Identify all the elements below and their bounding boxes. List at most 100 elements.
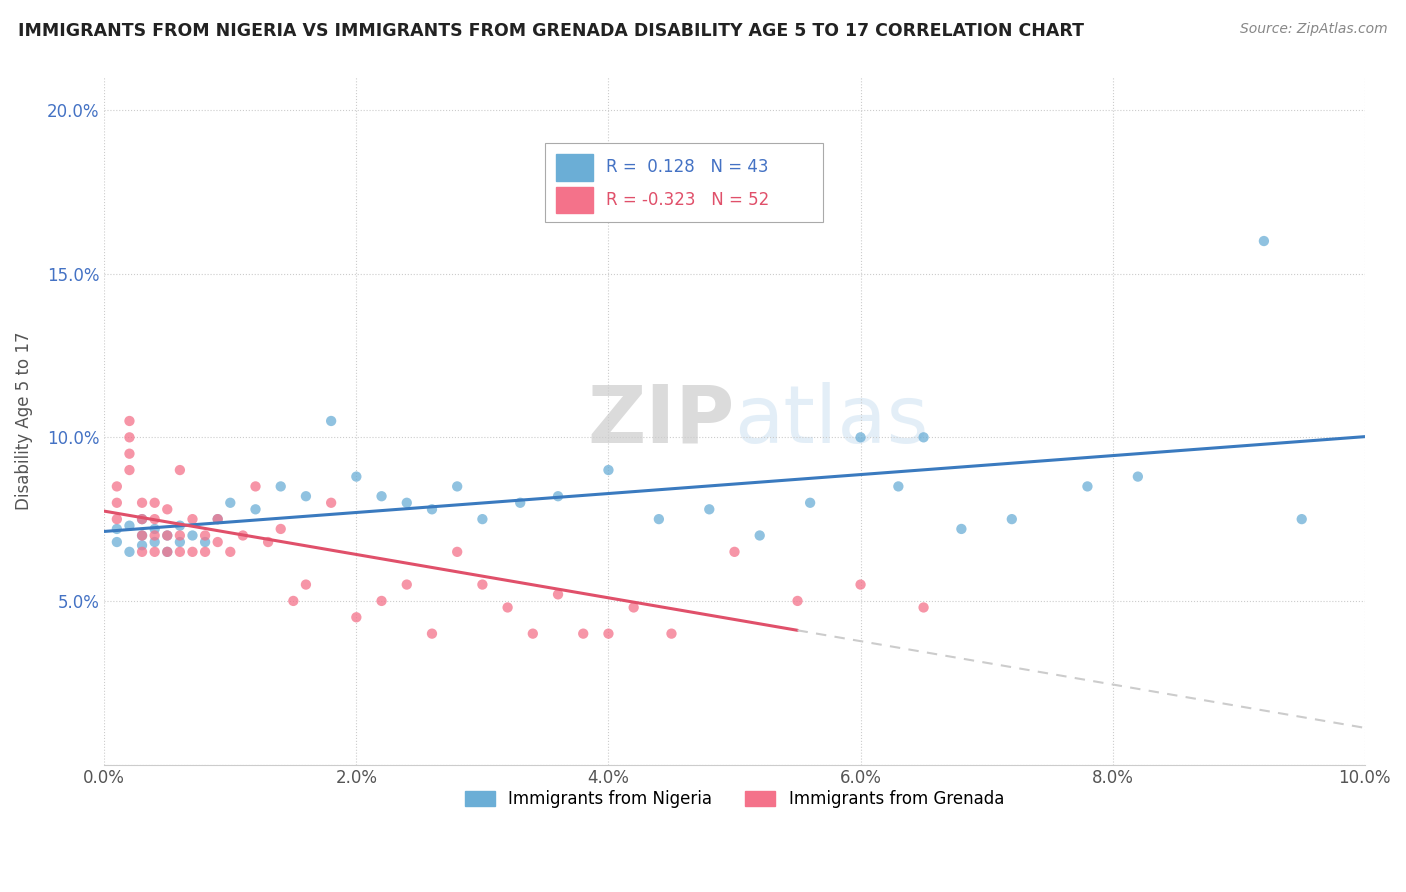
Point — [295, 577, 318, 591]
Point — [344, 610, 367, 624]
Point — [321, 414, 343, 428]
Point — [661, 626, 683, 640]
Point — [471, 512, 494, 526]
Point — [118, 545, 141, 559]
Point — [950, 522, 973, 536]
Point — [131, 528, 153, 542]
Point — [912, 600, 935, 615]
Bar — [555, 154, 593, 180]
Point — [143, 496, 166, 510]
Point — [420, 502, 443, 516]
Point — [799, 496, 821, 510]
Point — [118, 447, 141, 461]
Point — [169, 535, 191, 549]
Point — [169, 545, 191, 559]
Point — [181, 528, 204, 542]
Legend: Immigrants from Nigeria, Immigrants from Grenada: Immigrants from Nigeria, Immigrants from… — [458, 783, 1011, 814]
Point — [156, 545, 179, 559]
Point — [194, 545, 217, 559]
Point — [1001, 512, 1024, 526]
Point — [169, 518, 191, 533]
Point — [395, 496, 418, 510]
Point — [496, 600, 519, 615]
Text: R =  0.128   N = 43: R = 0.128 N = 43 — [606, 159, 769, 177]
Point — [370, 594, 392, 608]
Bar — [555, 187, 593, 213]
Point — [156, 502, 179, 516]
Point — [786, 594, 808, 608]
Point — [118, 463, 141, 477]
Point — [219, 545, 242, 559]
Point — [131, 512, 153, 526]
Point — [207, 512, 229, 526]
Point — [131, 538, 153, 552]
Point — [446, 479, 468, 493]
Text: ZIP: ZIP — [588, 382, 734, 460]
Point — [118, 414, 141, 428]
Point — [547, 489, 569, 503]
Point — [270, 479, 292, 493]
Point — [105, 535, 128, 549]
Point — [887, 479, 910, 493]
Point — [105, 512, 128, 526]
Point — [131, 528, 153, 542]
Point — [245, 479, 267, 493]
Point — [283, 594, 305, 608]
Point — [131, 496, 153, 510]
Text: atlas: atlas — [734, 382, 929, 460]
Point — [131, 545, 153, 559]
Point — [143, 545, 166, 559]
Point — [572, 626, 595, 640]
Point — [143, 512, 166, 526]
Point — [420, 626, 443, 640]
Point — [522, 626, 544, 640]
Point — [181, 545, 204, 559]
Point — [143, 522, 166, 536]
Point — [598, 626, 620, 640]
Point — [156, 528, 179, 542]
Point — [598, 463, 620, 477]
Point — [849, 577, 872, 591]
Point — [547, 587, 569, 601]
Point — [270, 522, 292, 536]
Point — [1126, 469, 1149, 483]
Point — [245, 502, 267, 516]
Point — [118, 518, 141, 533]
Point — [509, 496, 531, 510]
Point — [912, 430, 935, 444]
Point — [156, 545, 179, 559]
Point — [697, 502, 720, 516]
Text: R = -0.323   N = 52: R = -0.323 N = 52 — [606, 192, 769, 210]
Point — [194, 535, 217, 549]
Point — [207, 535, 229, 549]
Point — [181, 512, 204, 526]
Y-axis label: Disability Age 5 to 17: Disability Age 5 to 17 — [15, 332, 32, 510]
Point — [169, 528, 191, 542]
Point — [370, 489, 392, 503]
Point — [1253, 234, 1275, 248]
Point — [105, 496, 128, 510]
Point — [105, 479, 128, 493]
Point — [849, 430, 872, 444]
Point — [623, 600, 645, 615]
Point — [105, 522, 128, 536]
Point — [232, 528, 254, 542]
Point — [1076, 479, 1098, 493]
Point — [446, 545, 468, 559]
Point — [207, 512, 229, 526]
Point — [219, 496, 242, 510]
Point — [748, 528, 770, 542]
Point — [257, 535, 280, 549]
Point — [169, 463, 191, 477]
Point — [156, 528, 179, 542]
Point — [723, 545, 745, 559]
Point — [1291, 512, 1313, 526]
Point — [648, 512, 671, 526]
Point — [118, 430, 141, 444]
Point — [131, 512, 153, 526]
Point — [395, 577, 418, 591]
Point — [321, 496, 343, 510]
Point — [143, 535, 166, 549]
Point — [143, 528, 166, 542]
Text: Source: ZipAtlas.com: Source: ZipAtlas.com — [1240, 22, 1388, 37]
